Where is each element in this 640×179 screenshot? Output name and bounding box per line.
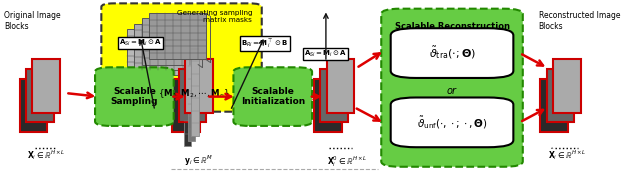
Bar bbox=[188, 42, 195, 141]
Bar bbox=[326, 59, 354, 113]
Text: Scalable Reconstruction: Scalable Reconstruction bbox=[394, 22, 509, 31]
Bar bbox=[26, 69, 54, 122]
FancyBboxPatch shape bbox=[95, 67, 173, 126]
Text: $\tilde{\vartheta}_{\mathrm{unf}}(\cdot,\cdot;\cdot,\boldsymbol{\Theta})$: $\tilde{\vartheta}_{\mathrm{unf}}(\cdot,… bbox=[417, 114, 488, 131]
Text: or: or bbox=[447, 86, 457, 96]
FancyBboxPatch shape bbox=[234, 67, 312, 126]
FancyBboxPatch shape bbox=[390, 28, 513, 78]
Bar bbox=[20, 79, 47, 132]
Bar bbox=[141, 18, 198, 65]
Text: $\mathbf{A}_{Si}=\mathbf{M}_i \odot \mathbf{A}$: $\mathbf{A}_{Si}=\mathbf{M}_i \odot \mat… bbox=[304, 49, 348, 59]
Bar bbox=[149, 13, 205, 59]
Text: $\mathbf{B}_{Ri}=\mathbf{M}_i^\top \odot \mathbf{B}$: $\mathbf{B}_{Ri}=\mathbf{M}_i^\top \odot… bbox=[241, 37, 289, 50]
Text: Generating sampling
matrix masks: Generating sampling matrix masks bbox=[177, 9, 252, 23]
Text: Scalable
Initialization: Scalable Initialization bbox=[241, 87, 305, 106]
FancyBboxPatch shape bbox=[101, 3, 262, 112]
Text: $\mathbf{X}_i \in \mathbb{R}^{H \times L}$: $\mathbf{X}_i \in \mathbb{R}^{H \times L… bbox=[27, 148, 65, 162]
Bar bbox=[547, 69, 574, 122]
Bar bbox=[127, 29, 183, 75]
Text: $\mathbf{A}_{Si}=\mathbf{M}_i \odot \mathbf{A}$: $\mathbf{A}_{Si}=\mathbf{M}_i \odot \mat… bbox=[118, 38, 162, 49]
Bar bbox=[191, 36, 199, 136]
Bar bbox=[540, 79, 568, 132]
Bar bbox=[179, 69, 206, 122]
Bar bbox=[32, 59, 60, 113]
Bar bbox=[184, 47, 191, 146]
FancyBboxPatch shape bbox=[390, 98, 513, 147]
Bar bbox=[320, 69, 348, 122]
Bar bbox=[553, 59, 580, 113]
Text: $\mathbf{X}_i^0 \in \mathbb{R}^{H \times L}$: $\mathbf{X}_i^0 \in \mathbb{R}^{H \times… bbox=[326, 154, 367, 170]
Text: $\{\mathbf{M}_1,\mathbf{M}_2,\cdots,\mathbf{M}_n\}$: $\{\mathbf{M}_1,\mathbf{M}_2,\cdots,\mat… bbox=[158, 87, 230, 100]
Text: $\tilde{\vartheta}_{\mathrm{tra}}(\cdot;\boldsymbol{\Theta})$: $\tilde{\vartheta}_{\mathrm{tra}}(\cdot;… bbox=[429, 45, 476, 61]
Bar bbox=[185, 59, 212, 113]
Text: Reconstructed Image
Blocks: Reconstructed Image Blocks bbox=[538, 11, 620, 31]
Text: $\hat{\mathbf{X}}_i \in \mathbb{R}^{H \times L}$: $\hat{\mathbf{X}}_i \in \mathbb{R}^{H \t… bbox=[548, 146, 586, 162]
Text: $\mathbf{y}_i \in \mathbb{R}^M$: $\mathbf{y}_i \in \mathbb{R}^M$ bbox=[184, 153, 213, 168]
Bar bbox=[314, 79, 342, 132]
Text: Scalable
Sampling: Scalable Sampling bbox=[111, 87, 158, 106]
FancyBboxPatch shape bbox=[381, 9, 523, 167]
Text: Original Image
Blocks: Original Image Blocks bbox=[4, 11, 60, 31]
Bar bbox=[172, 79, 200, 132]
Bar bbox=[134, 24, 191, 70]
